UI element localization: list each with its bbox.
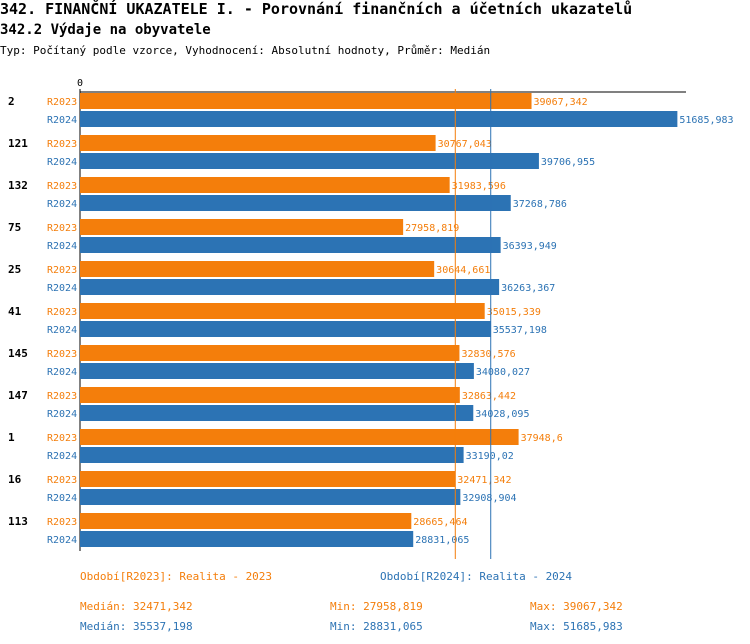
data-label: 32830,576 bbox=[461, 349, 515, 360]
category-label: 147 bbox=[8, 389, 28, 402]
min-r2024: Min: 28831,065 bbox=[330, 620, 423, 633]
data-label: 32863,442 bbox=[462, 391, 516, 402]
bar bbox=[80, 447, 464, 463]
series-label: R2023 bbox=[47, 97, 77, 108]
legend-r2024: Období[R2024]: Realita - 2024 bbox=[380, 570, 573, 583]
category-label: 41 bbox=[8, 305, 22, 318]
bar bbox=[80, 303, 485, 319]
data-label: 28831,065 bbox=[415, 535, 469, 546]
series-label: R2024 bbox=[47, 367, 77, 378]
min-r2023: Min: 27958,819 bbox=[330, 600, 423, 613]
series-label: R2023 bbox=[47, 475, 77, 486]
median-r2024: Medián: 35537,198 bbox=[80, 620, 193, 633]
series-label: R2024 bbox=[47, 199, 77, 210]
series-label: R2024 bbox=[47, 241, 77, 252]
data-label: 30767,043 bbox=[438, 139, 492, 150]
bar bbox=[80, 135, 436, 151]
chart-subtitle: 342.2 Výdaje na obyvatele bbox=[0, 22, 211, 38]
data-label: 37268,786 bbox=[513, 199, 567, 210]
series-label: R2024 bbox=[47, 115, 77, 126]
data-label: 39706,955 bbox=[541, 157, 595, 168]
data-label: 28665,464 bbox=[413, 517, 467, 528]
series-label: R2023 bbox=[47, 265, 77, 276]
series-label: R2023 bbox=[47, 223, 77, 234]
bar bbox=[80, 429, 519, 445]
data-label: 39067,342 bbox=[534, 97, 588, 108]
bar-chart: 0 2 R2023 39067,342 R2024 51685,983 121 R2023 30… bbox=[8, 78, 734, 559]
data-label: 35015,339 bbox=[487, 307, 541, 318]
axis-zero-label: 0 bbox=[77, 78, 83, 89]
max-r2024: Max: 51685,983 bbox=[530, 620, 623, 633]
bar bbox=[80, 321, 491, 337]
data-label: 34028,095 bbox=[475, 409, 529, 420]
max-r2023: Max: 39067,342 bbox=[530, 600, 623, 613]
series-label: R2023 bbox=[47, 391, 77, 402]
chart-type-info: Typ: Počítaný podle vzorce, Vyhodnocení:… bbox=[0, 44, 491, 57]
data-label: 51685,983 bbox=[679, 115, 733, 126]
category-label: 113 bbox=[8, 515, 28, 528]
bar bbox=[80, 219, 404, 235]
series-label: R2024 bbox=[47, 409, 77, 420]
bar bbox=[80, 195, 511, 211]
series-label: R2023 bbox=[47, 433, 77, 444]
bar bbox=[80, 237, 501, 253]
data-label: 31983,596 bbox=[452, 181, 506, 192]
series-label: R2023 bbox=[47, 307, 77, 318]
category-label: 16 bbox=[8, 473, 22, 486]
series-label: R2024 bbox=[47, 283, 77, 294]
legend-r2023: Období[R2023]: Realita - 2023 bbox=[80, 570, 273, 583]
category-label: 121 bbox=[8, 137, 28, 150]
data-label: 33190,02 bbox=[466, 451, 514, 462]
category-label: 2 bbox=[8, 95, 15, 108]
category-label: 1 bbox=[8, 431, 15, 444]
data-label: 34080,027 bbox=[476, 367, 530, 378]
bar bbox=[80, 405, 474, 421]
series-label: R2023 bbox=[47, 139, 77, 150]
category-label: 132 bbox=[8, 179, 28, 192]
category-label: 25 bbox=[8, 263, 21, 276]
data-label: 37948,6 bbox=[521, 433, 563, 444]
median-r2023: Medián: 32471,342 bbox=[80, 600, 193, 613]
bar bbox=[80, 387, 460, 403]
series-label: R2024 bbox=[47, 451, 77, 462]
bar bbox=[80, 153, 539, 169]
category-label: 75 bbox=[8, 221, 21, 234]
bar bbox=[80, 513, 412, 529]
category-label: 145 bbox=[8, 347, 28, 360]
bar bbox=[80, 531, 414, 547]
data-label: 27958,819 bbox=[405, 223, 459, 234]
data-label: 35537,198 bbox=[493, 325, 547, 336]
series-label: R2023 bbox=[47, 349, 77, 360]
bar bbox=[80, 279, 500, 295]
bar bbox=[80, 261, 435, 277]
bar bbox=[80, 363, 474, 379]
series-label: R2024 bbox=[47, 493, 77, 504]
series-label: R2024 bbox=[47, 535, 77, 546]
data-label: 32908,904 bbox=[462, 493, 516, 504]
series-label: R2023 bbox=[47, 517, 77, 528]
bar bbox=[80, 489, 461, 505]
data-label: 36393,949 bbox=[503, 241, 557, 252]
data-label: 32471,342 bbox=[457, 475, 511, 486]
data-label: 36263,367 bbox=[501, 283, 555, 294]
bar bbox=[80, 177, 450, 193]
page-title: 342. FINANČNÍ UKAZATELE I. - Porovnání f… bbox=[0, 0, 633, 18]
bar bbox=[80, 93, 532, 109]
data-label: 30644,661 bbox=[436, 265, 490, 276]
series-label: R2024 bbox=[47, 157, 77, 168]
series-label: R2023 bbox=[47, 181, 77, 192]
bar bbox=[80, 471, 456, 487]
series-label: R2024 bbox=[47, 325, 77, 336]
bar bbox=[80, 345, 460, 361]
bar bbox=[80, 111, 678, 127]
